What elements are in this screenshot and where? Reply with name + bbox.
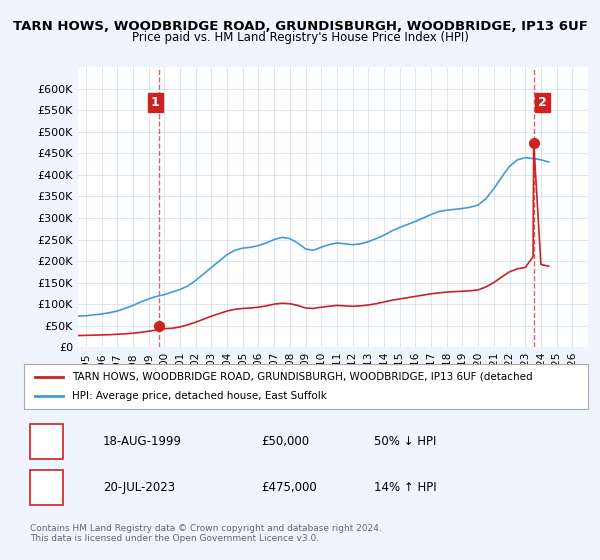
Text: 50% ↓ HPI: 50% ↓ HPI [374,435,436,448]
Text: 2: 2 [42,481,51,494]
Text: HPI: Average price, detached house, East Suffolk: HPI: Average price, detached house, East… [72,391,327,402]
Text: 1: 1 [151,96,160,109]
Text: TARN HOWS, WOODBRIDGE ROAD, GRUNDISBURGH, WOODBRIDGE, IP13 6UF: TARN HOWS, WOODBRIDGE ROAD, GRUNDISBURGH… [13,20,587,32]
Text: 2: 2 [538,96,547,109]
FancyBboxPatch shape [29,424,64,459]
Text: 1: 1 [42,435,51,448]
Text: £475,000: £475,000 [261,481,317,494]
Text: £50,000: £50,000 [261,435,309,448]
Text: 18-AUG-1999: 18-AUG-1999 [103,435,182,448]
FancyBboxPatch shape [29,470,64,505]
Text: Price paid vs. HM Land Registry's House Price Index (HPI): Price paid vs. HM Land Registry's House … [131,31,469,44]
Text: Contains HM Land Registry data © Crown copyright and database right 2024.
This d: Contains HM Land Registry data © Crown c… [30,524,382,543]
Text: TARN HOWS, WOODBRIDGE ROAD, GRUNDISBURGH, WOODBRIDGE, IP13 6UF (detached: TARN HOWS, WOODBRIDGE ROAD, GRUNDISBURGH… [72,371,533,381]
Text: 20-JUL-2023: 20-JUL-2023 [103,481,175,494]
Text: 14% ↑ HPI: 14% ↑ HPI [374,481,436,494]
